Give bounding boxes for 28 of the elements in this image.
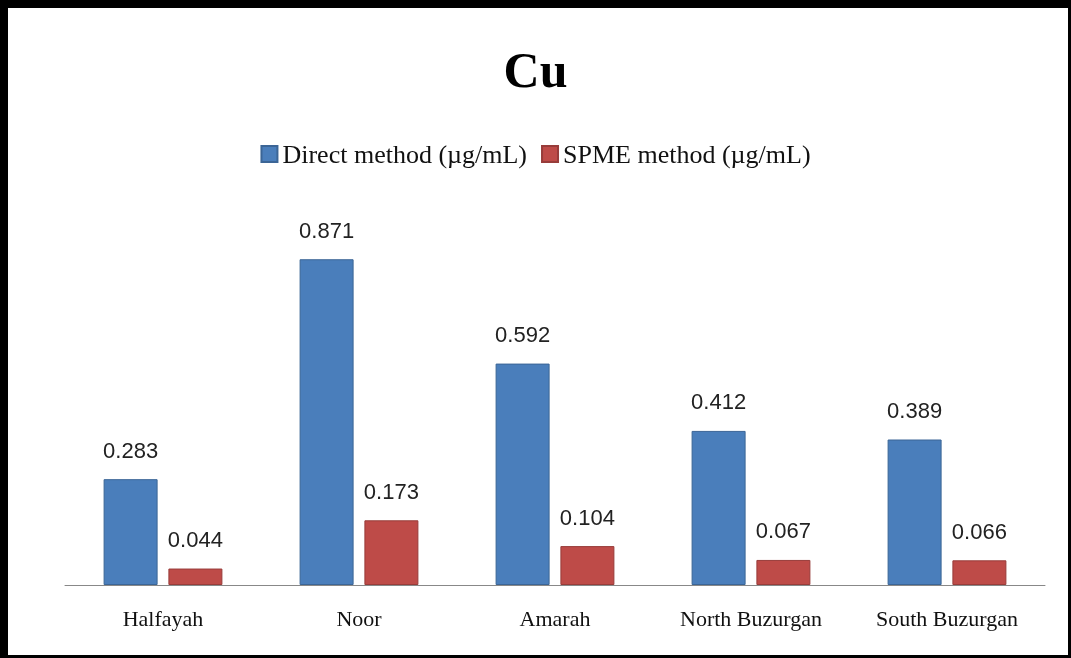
bar <box>560 546 615 585</box>
bar <box>952 560 1007 585</box>
legend-label: SPME method (µg/mL) <box>563 139 811 169</box>
data-label: 0.412 <box>691 389 747 415</box>
x-tick-label: North Buzurgan <box>680 605 822 631</box>
bar <box>887 439 942 585</box>
x-tick-label: Amarah <box>519 605 591 631</box>
bar <box>103 479 158 585</box>
bar <box>691 430 746 585</box>
bar <box>495 363 550 585</box>
x-tick-label: Noor <box>336 605 383 631</box>
data-label: 0.389 <box>887 398 943 424</box>
data-label: 0.044 <box>167 527 223 553</box>
data-label: 0.104 <box>559 504 615 530</box>
x-tick-label: Halfayah <box>122 605 204 631</box>
bar <box>168 568 223 585</box>
data-label: 0.283 <box>103 437 159 463</box>
data-label: 0.592 <box>495 322 551 348</box>
chart-title: Cu <box>503 42 568 98</box>
x-tick-label: South Buzurgan <box>876 605 1018 631</box>
bar <box>756 559 811 585</box>
bar <box>364 520 419 585</box>
legend-label: Direct method (µg/mL) <box>282 139 528 169</box>
data-label: 0.066 <box>951 518 1007 544</box>
bar <box>299 259 354 585</box>
data-label: 0.067 <box>755 518 811 544</box>
data-label: 0.173 <box>363 478 419 504</box>
data-label: 0.871 <box>299 217 355 243</box>
